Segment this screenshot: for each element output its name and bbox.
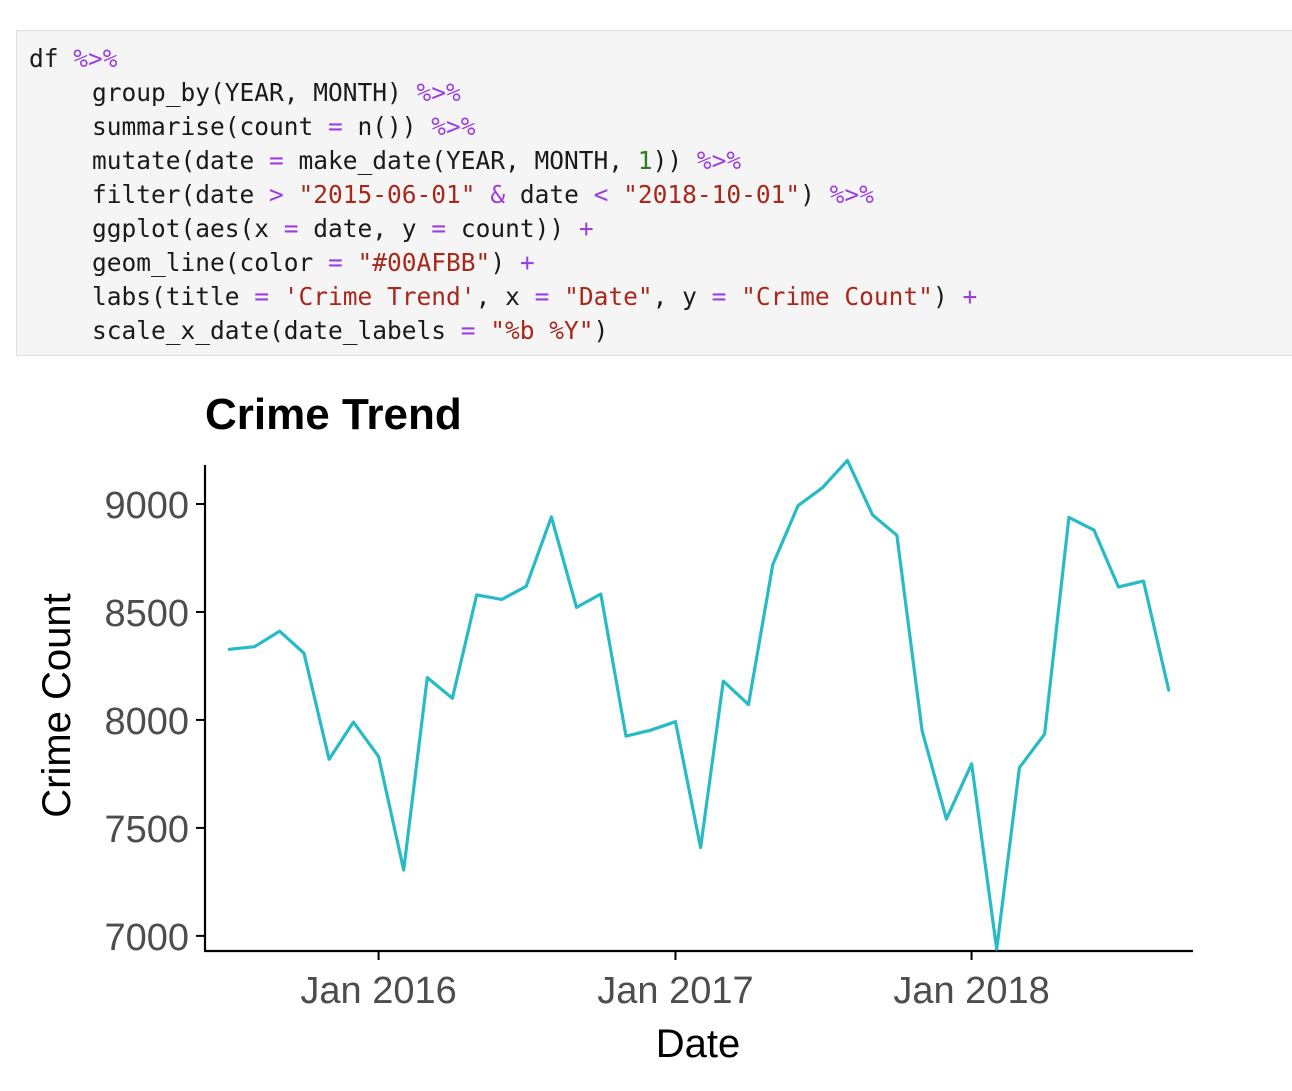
code-token: "2015-06-01": [298, 180, 476, 209]
code-token: [269, 282, 284, 311]
y-tick-label: 8500: [104, 593, 189, 635]
code-token: %>%: [696, 146, 742, 175]
code-token: "Date": [564, 282, 653, 311]
code-token: ): [932, 282, 963, 311]
code-token: 1: [637, 146, 653, 175]
code-token: =: [534, 282, 550, 311]
code-token: group_by(YEAR, MONTH): [92, 78, 417, 107]
axes: 7000 7500 8000 8500 9000 Jan 2016 Jan 2017 Jan …: [104, 465, 1193, 1012]
code-token: ): [800, 180, 830, 209]
code-token: [549, 282, 564, 311]
code-token: [726, 282, 741, 311]
code-token: [476, 316, 491, 345]
code-token: [608, 180, 623, 209]
code-token: %>%: [416, 78, 461, 107]
code-token: &: [490, 180, 506, 209]
code-token: 'Crime Trend': [283, 282, 476, 311]
code-line: group_by(YEAR, MONTH) %>%: [29, 76, 1292, 110]
code-token: [476, 180, 491, 209]
plot-area: Crime Trend Crime Count Date 7000 7500 800…: [0, 360, 1292, 1086]
code-token: ): [490, 248, 520, 277]
code-token: =: [283, 214, 299, 243]
code-token: =: [460, 316, 476, 345]
code-token: %>%: [431, 112, 476, 141]
code-token: n()): [342, 112, 432, 141]
code-token: , x: [475, 282, 535, 311]
code-token: count)): [446, 214, 579, 243]
code-token: <: [593, 180, 609, 209]
code-token: +: [578, 214, 594, 243]
code-token: =: [431, 214, 447, 243]
x-axis-label: Date: [656, 1022, 741, 1066]
code-token: [343, 248, 358, 277]
code-token: >: [269, 180, 284, 209]
code-cell[interactable]: df %>% group_by(YEAR, MONTH) %>% summarise…: [16, 30, 1292, 356]
code-token: "Crime Count": [741, 282, 933, 311]
code-token: mutate(date: [92, 146, 270, 175]
code-token: labs(title: [92, 282, 255, 311]
y-axis-label: Crime Count: [35, 593, 79, 818]
code-block[interactable]: df %>% group_by(YEAR, MONTH) %>% summarise…: [29, 42, 1292, 348]
code-token: , y: [652, 282, 712, 311]
code-token: "2018-10-01": [623, 180, 801, 209]
code-line: labs(title = 'Crime Trend', x = "Date", …: [29, 280, 1292, 314]
code-token: scale_x_date(date_labels: [92, 316, 461, 345]
code-line: mutate(date = make_date(YEAR, MONTH, 1))…: [29, 144, 1292, 178]
code-token: %>%: [829, 180, 874, 209]
code-token: "%b %Y": [490, 316, 594, 345]
code-line: scale_x_date(date_labels = "%b %Y"): [29, 314, 1292, 348]
x-tick-label: Jan 2016: [300, 970, 456, 1012]
code-token: date, y: [298, 214, 432, 243]
code-token: =: [269, 146, 284, 175]
y-tick-label: 7500: [104, 809, 189, 851]
code-line: geom_line(color = "#00AFBB") +: [29, 246, 1292, 280]
code-token: =: [711, 282, 727, 311]
y-tick-label: 8000: [104, 701, 189, 743]
y-tick-label: 7000: [104, 917, 189, 959]
code-token: ): [593, 316, 609, 345]
code-line: summarise(count = n()) %>%: [29, 110, 1292, 144]
code-token: =: [328, 248, 343, 277]
code-line: ggplot(aes(x = date, y = count)) +: [29, 212, 1292, 246]
code-token: ggplot(aes(x: [92, 214, 284, 243]
code-token: +: [519, 248, 535, 277]
y-tick-label: 9000: [104, 485, 189, 527]
x-tick-label: Jan 2018: [893, 970, 1049, 1012]
series-line: [227, 458, 1171, 951]
code-token: summarise(count: [92, 112, 329, 141]
code-token: date: [505, 180, 594, 209]
chart-title: Crime Trend: [205, 390, 462, 439]
code-token: df: [29, 44, 74, 73]
line-chart: Crime Trend Crime Count Date 7000 7500 800…: [35, 390, 1193, 1066]
x-tick-label: Jan 2017: [597, 970, 753, 1012]
code-line: filter(date > "2015-06-01" & date < "201…: [29, 178, 1292, 212]
code-token: make_date(YEAR, MONTH,: [283, 146, 638, 175]
code-token: geom_line(color: [92, 248, 329, 277]
code-token: =: [254, 282, 270, 311]
code-token: "#00AFBB": [357, 248, 491, 277]
code-token: filter(date: [92, 180, 270, 209]
code-line: df %>%: [29, 42, 1292, 76]
code-token: +: [962, 282, 978, 311]
code-token: )): [652, 146, 697, 175]
series-layer: [227, 458, 1171, 951]
code-token: [284, 180, 299, 209]
code-token: %>%: [73, 44, 118, 73]
code-token: =: [328, 112, 343, 141]
